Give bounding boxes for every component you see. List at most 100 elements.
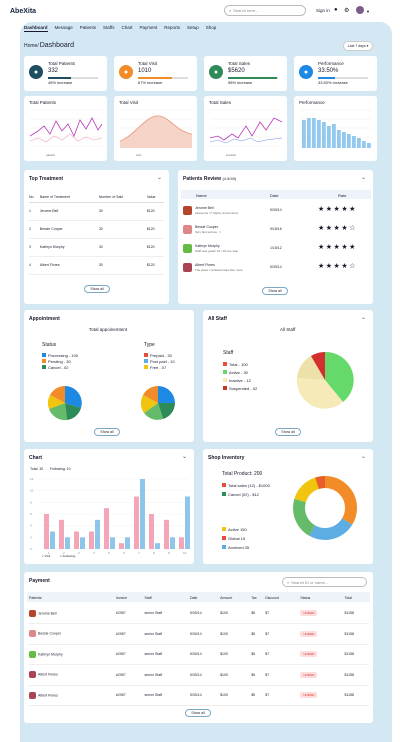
breadcrumb-home[interactable]: Home/ [24,43,39,49]
payment-cell: Albert Flores [29,685,116,706]
table-row[interactable]: 1 Jerome Bell 30 $120 [29,202,164,220]
chevron-down-icon[interactable]: ▼ [366,9,370,14]
type-label: Type [144,342,155,348]
staff-show-all-button[interactable]: Show all [275,428,301,436]
performance-icon: ● [299,65,313,79]
shop-title: Shop Inventory [208,455,245,461]
signin-link[interactable]: Sign in [316,8,330,13]
breadcrumb: Home/ Dashboard [24,42,74,49]
table-row[interactable]: Bessie Cooper #2957 senior Staff 5/30/14 $10… [29,624,369,645]
payment-cell: $7 [265,611,270,615]
nav-message[interactable]: Message [54,25,73,30]
chevron-down-icon[interactable]: ⌄ [181,454,187,460]
stat-card: ● Total Visit 1010 67% increase [114,56,197,91]
treatment-cell: 3 [29,245,31,249]
mini-chart-graphic [209,109,283,147]
stat-increase: 33.50% increase [318,80,348,85]
type-pie [140,386,175,420]
search-icon: ⌕ [229,8,232,13]
mini-chart-1: Total Visit visit [114,96,197,161]
nav-staffs[interactable]: Staffs [103,25,115,30]
nav-shop[interactable]: Shop [205,25,217,30]
nav-reports[interactable]: Reports [164,25,181,30]
chevron-down-icon: ▾ [366,44,369,48]
payment-cell: $1158 [344,672,354,677]
y-tick-label: 6 [30,512,32,516]
review-show-all-button[interactable]: Show all [262,287,288,295]
stat-label: Total Sales [228,61,251,66]
gear-icon[interactable]: ⚙ [344,8,350,14]
payment-cell: #2957 [115,652,126,657]
treatment-show-all-button[interactable]: Show all [84,285,110,293]
nav-setup[interactable]: Setup [187,25,199,30]
payment-cell: Bessie Cooper [29,624,116,645]
avatar[interactable] [356,6,364,14]
nav-chart[interactable]: Chart [121,25,133,30]
bell-icon[interactable]: ● [334,7,338,13]
avatar [29,630,36,638]
review-date: 5/30/14 [270,265,282,269]
y-tick-label: 10 [30,489,34,493]
review-row[interactable]: Albert Flores The place I reviewed was Se… [183,260,368,277]
status-label: Status [42,342,57,348]
payment-cell: #2957 [115,693,126,698]
treatment-header: Number of Sale [98,192,147,203]
shop-legend-item: Active 150 [222,526,247,532]
payment-search-input[interactable]: ⌕ Search ID or name... [282,577,367,587]
table-row[interactable]: 4 Albert Flores 30 $120 [29,256,164,274]
stat-progress [138,77,188,79]
chevron-down-icon[interactable]: ⌄ [360,454,366,460]
payment-cell: $100 [220,672,228,677]
table-row[interactable]: Albert Flores #2957 senior Staff 5/30/14 $10… [29,685,369,706]
nav-dashboard[interactable]: Dashboard [24,25,48,32]
mini-chart-0: Total Patients patient [24,96,107,161]
x-tick-label: 5 [108,551,110,555]
star-rating: ★★★★★ [318,206,357,213]
review-message: The place I reviewed was See more [195,268,243,272]
payment-panel: Payment ⌕ Search ID or name... Patients In… [24,572,373,723]
payment-header: Staff [144,596,152,600]
chevron-down-icon[interactable]: ⌄ [360,175,366,181]
review-row[interactable]: Bessie Cooper Very fast service. :) 9/18/1… [183,222,368,239]
staff-legend-item: Active - 30 [223,368,257,376]
payment-cell: UNPAID [300,685,344,706]
payment-cell: 5/30/14 [189,631,202,636]
chevron-down-icon[interactable]: ⌄ [156,175,162,181]
stat-value: 33.50% [318,68,339,74]
table-row[interactable]: Jerome Bell #2957 senior Staff 5/30/14 $100 $… [29,603,369,624]
bar-visit [164,519,169,549]
table-row[interactable]: 3 Kathryn Murphy 30 $120 [29,238,164,256]
table-row[interactable]: Kathryn Murphy #2957 senior Staff 5/30/14 $1… [29,644,369,665]
review-date: 1/15/12 [270,246,282,250]
top-bar: AbeXita ⌕ Search here... Sign in ● ⚙ ▼ [0,0,400,22]
appointment-show-all-button[interactable]: Show all [94,428,120,436]
chevron-down-icon[interactable]: ⌄ [360,315,366,321]
visit-icon: ● [119,65,133,79]
user-icon: ● [29,65,43,79]
table-row[interactable]: Albert Flores #2957 senior Staff 5/30/14 $10… [29,665,369,685]
table-row[interactable]: 2 Bessie Cooper 30 $120 [29,220,164,238]
type-legend-item: Free - 07 [144,364,175,370]
payment-cell: $1158 [344,611,354,615]
bar-following [80,537,85,549]
payment-show-all-button[interactable]: Show all [185,709,211,717]
mini-chart-title: Performance [299,100,325,105]
stat-progress [228,77,278,79]
shop-legend-item: Total sales (12) - $1000 [222,482,270,488]
bar-visit [74,531,79,549]
nav-patients[interactable]: Patients [79,25,97,30]
x-tick-label: 6 [123,551,125,555]
search-input[interactable]: ⌕ Search here... [224,5,306,16]
payment-cell: $100 [220,693,228,698]
payment-cell: $1158 [344,652,354,657]
treatment-cell: $120 [146,263,155,267]
review-row[interactable]: Jerome Bell Awesome !! I highly recommend… [183,203,368,220]
nav-payment[interactable]: Payment [139,25,158,30]
review-row[interactable]: Kathryn Murphy Staff was great! 10 / 10 o… [183,241,368,258]
payment-cell: $5 [251,672,256,677]
date-range-select[interactable]: Last 7 days ▾ [343,41,373,51]
treatment-cell: Albert Flores [39,263,60,267]
payment-title: Payment [29,578,50,584]
treatment-cell: Kathryn Murphy [39,245,65,249]
appointment-title: Appointment [29,316,60,322]
